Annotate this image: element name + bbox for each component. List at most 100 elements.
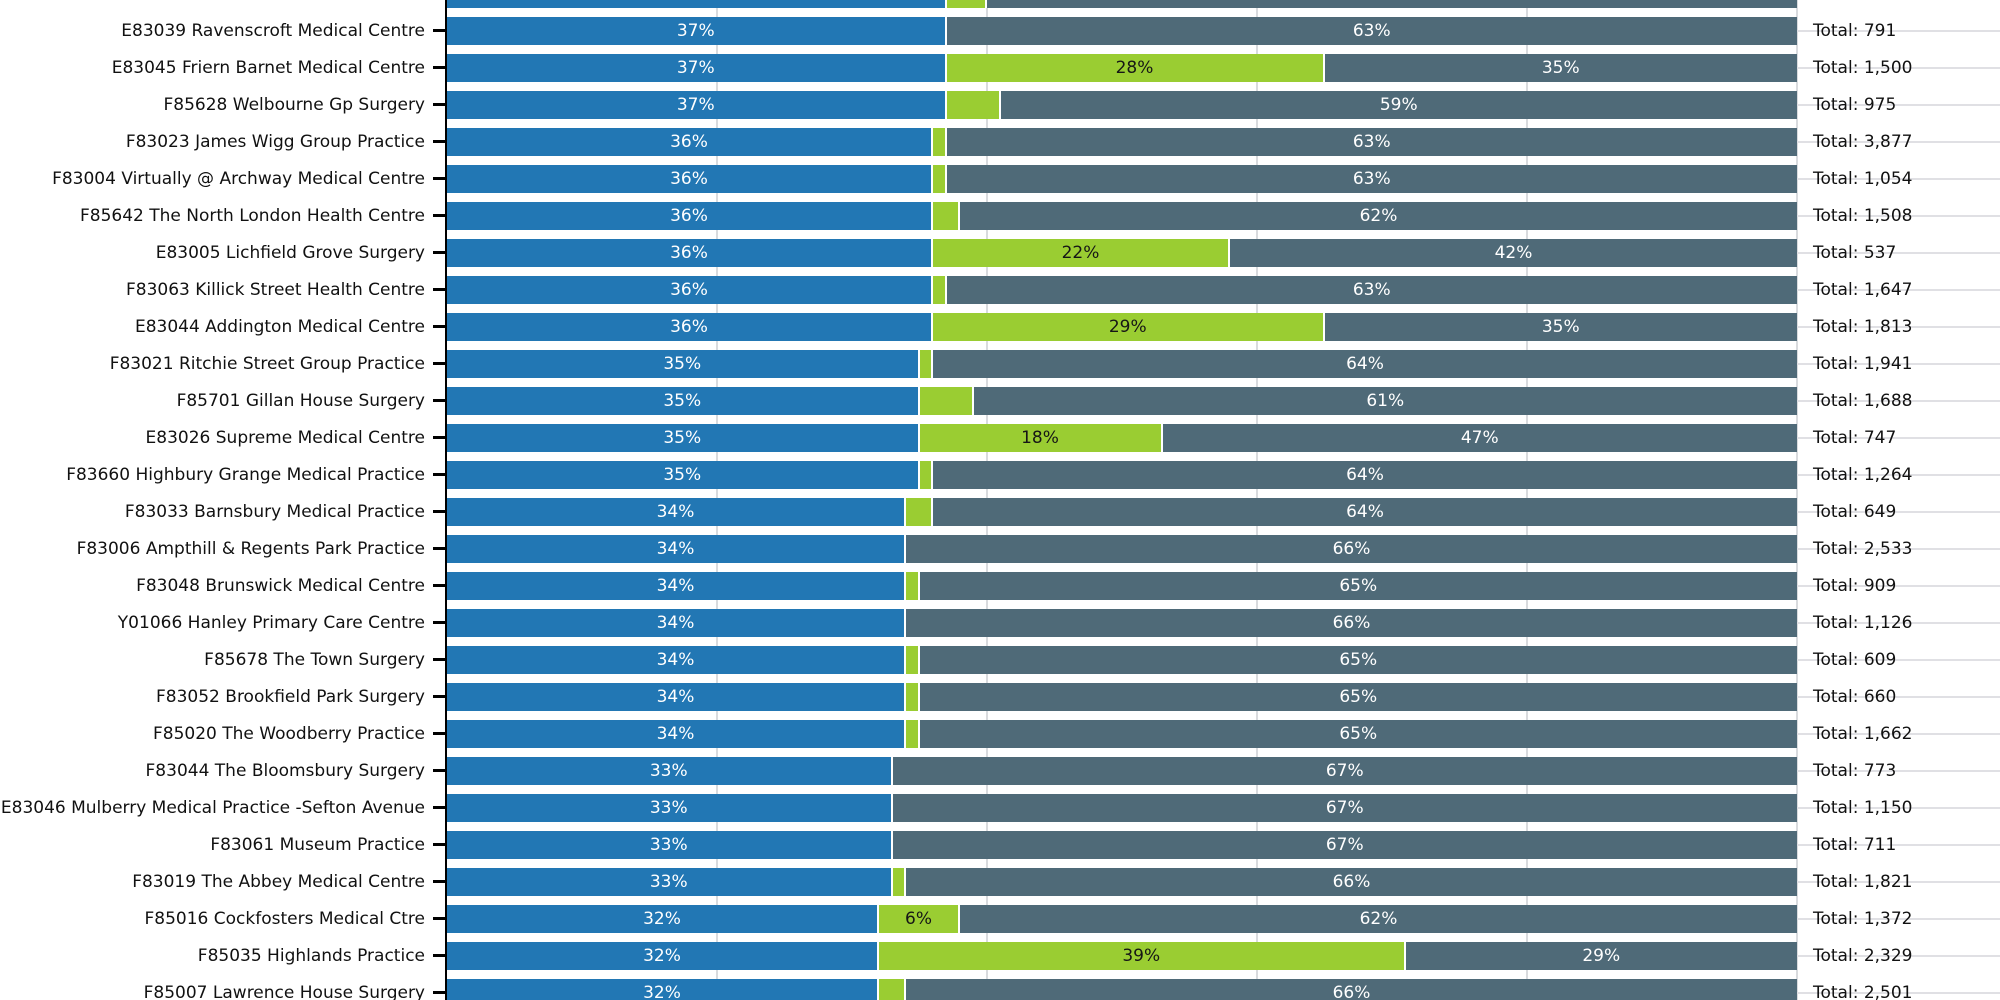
total-label: Total: 1,941 (1813, 354, 1913, 374)
segment-percent-label: 64% (1346, 465, 1384, 485)
practice-label: E83044 Addington Medical Centre (134, 317, 425, 337)
chart-row: F83048 Brunswick Medical Centre 34% 65% … (0, 572, 2000, 600)
segment-blue: 37% (447, 17, 947, 45)
practice-label: F83048 Brunswick Medical Centre (136, 576, 425, 596)
practice-label: F83044 The Bloomsbury Surgery (145, 761, 425, 781)
segment-blue: 37% (447, 91, 947, 119)
segment-blue: 32% (447, 905, 879, 933)
total-label: Total: 1,821 (1813, 872, 1913, 892)
total-label: Total: 2,329 (1813, 946, 1913, 966)
segment-blue: 34% (447, 646, 906, 674)
bar-track: 34% 65% (447, 646, 1797, 674)
segment-blue: 32% (447, 979, 879, 1000)
practice-label: E83039 Ravenscroft Medical Centre (121, 21, 425, 41)
h-gridline (1797, 30, 2000, 32)
chart-row: E83044 Addington Medical Centre 36% 29% … (0, 313, 2000, 341)
practice-label: F83021 Ritchie Street Group Practice (109, 354, 425, 374)
practice-label: F85628 Welbourne Gp Surgery (163, 95, 425, 115)
bar-track: 34% 66% (447, 609, 1797, 637)
y-tick (433, 954, 447, 957)
bar-track: 36% 29% 35% (447, 313, 1797, 341)
segment-percent-label: 34% (656, 539, 695, 559)
y-tick (433, 362, 447, 365)
segment-slate: 63% (946, 17, 1797, 45)
segment-slate: 66% (906, 868, 1797, 896)
segment-slate: 61% (973, 387, 1797, 415)
segment-percent-label: 59% (1379, 95, 1418, 115)
segment-slate: 63% (946, 276, 1797, 304)
segment-percent-label: 36% (670, 132, 708, 152)
segment-green: 6% (879, 905, 960, 933)
h-gridline (1797, 104, 2000, 106)
segment-slate: 35% (1324, 54, 1797, 82)
h-gridline (1797, 548, 2000, 550)
segment-blue: 35% (447, 461, 920, 489)
bar-track (447, 0, 1797, 8)
segment-slate (987, 0, 1797, 8)
bar-track: 36% 62% (447, 202, 1797, 230)
h-gridline (1797, 881, 2000, 883)
practice-label: F85701 Gillan House Surgery (176, 391, 425, 411)
segment-percent-label: 34% (656, 576, 695, 596)
chart-row: F83052 Brookfield Park Surgery 34% 65% T… (0, 683, 2000, 711)
chart-row: E83005 Lichfield Grove Surgery 36% 22% 4… (0, 239, 2000, 267)
segment-percent-label: 34% (656, 650, 695, 670)
bar-track: 37% 63% (447, 17, 1797, 45)
segment-green (933, 165, 947, 193)
y-tick (433, 695, 447, 698)
chart-row: F83033 Barnsbury Medical Practice 34% 64… (0, 498, 2000, 526)
practice-label: F83023 James Wigg Group Practice (125, 132, 425, 152)
total-label: Total: 2,501 (1813, 983, 1913, 1000)
segment-blue (447, 0, 947, 8)
bar-track: 34% 65% (447, 572, 1797, 600)
segment-percent-label: 34% (656, 613, 695, 633)
segment-percent-label: 37% (676, 58, 715, 78)
total-label: Total: 1,264 (1813, 465, 1913, 485)
segment-percent-label: 66% (1332, 539, 1371, 559)
segment-percent-label: 47% (1460, 428, 1499, 448)
y-tick (433, 140, 447, 143)
total-label: Total: 537 (1813, 243, 1897, 263)
segment-percent-label: 34% (656, 502, 695, 522)
chart-row: F83021 Ritchie Street Group Practice 35%… (0, 350, 2000, 378)
segment-percent-label: 64% (1346, 502, 1384, 522)
practice-label: F83004 Virtually @ Archway Medical Centr… (52, 169, 425, 189)
y-tick (433, 547, 447, 550)
segment-slate: 64% (933, 461, 1797, 489)
y-tick (433, 177, 447, 180)
segment-green: 28% (946, 54, 1325, 82)
total-label: Total: 660 (1813, 687, 1897, 707)
practice-label: F83033 Barnsbury Medical Practice (124, 502, 425, 522)
segment-slate: 47% (1162, 424, 1797, 452)
h-gridline (1797, 585, 2000, 587)
segment-percent-label: 32% (643, 983, 681, 1000)
segment-green (906, 683, 920, 711)
segment-percent-label: 65% (1339, 724, 1378, 744)
segment-blue: 34% (447, 498, 906, 526)
segment-blue: 37% (447, 54, 947, 82)
h-gridline (1797, 363, 2000, 365)
chart-row: E83046 Mulberry Medical Practice -Sefton… (0, 794, 2000, 822)
total-label: Total: 1,500 (1813, 58, 1913, 78)
h-gridline (1797, 141, 2000, 143)
bar-track: 32% 6% 62% (447, 905, 1797, 933)
y-tick (433, 288, 447, 291)
segment-green (946, 0, 987, 8)
y-tick (433, 621, 447, 624)
segment-blue: 33% (447, 794, 893, 822)
practice-label: F85020 The Woodberry Practice (153, 724, 425, 744)
total-label: Total: 975 (1813, 95, 1897, 115)
segment-percent-label: 66% (1332, 983, 1371, 1000)
bar-track: 34% 66% (447, 535, 1797, 563)
total-label: Total: 1,054 (1813, 169, 1913, 189)
segment-blue: 34% (447, 609, 906, 637)
segment-slate: 67% (892, 831, 1797, 859)
bar-track: 36% 22% 42% (447, 239, 1797, 267)
segment-percent-label: 6% (905, 909, 932, 929)
practice-label: Y01066 Hanley Primary Care Centre (117, 613, 425, 633)
chart-row: F85701 Gillan House Surgery 35% 61% Tota… (0, 387, 2000, 415)
segment-percent-label: 35% (663, 354, 702, 374)
bar-track: 37% 28% 35% (447, 54, 1797, 82)
segment-slate: 63% (946, 165, 1797, 193)
chart-row: E83026 Supreme Medical Centre 35% 18% 47… (0, 424, 2000, 452)
